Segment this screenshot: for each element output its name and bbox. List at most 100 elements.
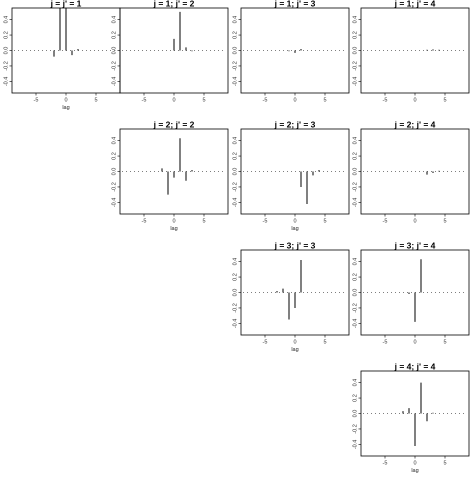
y-tick-label: -0.2 [233,303,239,312]
panel-title: j = 1; j' = 4 [394,0,436,9]
y-tick-label: 0.0 [353,289,359,297]
y-tick-label: -0.2 [4,61,10,70]
panel-p23: j = 2; j' = 3 -0.4 -0.2 0.0 0.2 0.4 -5 0 5 lag [233,120,350,232]
panel-p33: j = 3; j' = 3 -0.4 -0.2 0.0 0.2 0.4 -5 0 5 lag [233,241,350,353]
y-tick-label: -0.2 [233,61,239,70]
y-tick-label: -0.4 [112,198,118,207]
x-tick-label: 5 [323,98,326,104]
panel-p44: j = 4; j' = 4 -0.4 -0.2 0.0 0.2 0.4 -5 0 5 lag [353,362,470,474]
x-axis-label: lag [62,105,69,111]
panel-title: j = 2; j' = 4 [394,120,436,130]
x-tick-label: -5 [142,98,147,104]
panel-p13: j = 1; j' = 3 -0.4 -0.2 0.0 0.2 0.4 -5 0 5 [233,0,350,104]
panel-p11: j = j' = 1 -0.4 -0.2 0.0 0.2 0.4 -5 0 5 lag [3,0,121,111]
y-tick-label: 0.2 [112,31,118,39]
y-tick-label: -0.2 [353,424,359,433]
y-tick-label: 0.4 [353,379,359,387]
x-tick-label: -5 [263,98,268,104]
y-tick-label: 0.2 [233,273,239,281]
y-tick-label: -0.2 [233,182,239,191]
x-tick-label: -5 [263,219,268,225]
y-tick-label: 0.4 [233,137,239,145]
y-tick-label: 0.2 [233,152,239,160]
x-tick-label: 0 [293,219,296,225]
y-tick-label: 0.4 [3,16,9,24]
y-tick-label: -0.4 [353,77,359,86]
x-tick-label: 0 [413,461,416,467]
x-tick-label: -5 [383,461,388,467]
panel-p22: j = 2; j' = 2 -0.4 -0.2 0.0 0.2 0.4 -5 0 5 lag [112,120,229,232]
x-tick-label: 0 [293,98,296,104]
panel-title: j = 3; j' = 3 [274,241,316,251]
y-tick-label: 0.0 [112,47,118,55]
y-tick-label: 0.2 [353,31,359,39]
y-tick-label: -0.4 [353,198,359,207]
x-tick-label: 0 [172,219,175,225]
y-tick-label: -0.4 [353,319,359,328]
y-tick-label: -0.2 [353,303,359,312]
y-tick-label: 0.4 [353,137,359,145]
y-tick-label: 0.2 [4,31,10,39]
x-axis-label: lag [291,347,298,353]
y-tick-label: -0.4 [233,198,239,207]
y-tick-label: -0.4 [4,77,10,86]
x-tick-label: -5 [383,98,388,104]
y-tick-label: 0.0 [112,168,118,176]
y-tick-label: 0.4 [233,16,239,24]
panel-title: j = 2; j' = 2 [153,120,195,130]
y-tick-label: 0.2 [353,394,359,402]
y-tick-label: 0.4 [112,16,118,24]
panel-p12: j = 1; j' = 2 -0.4 -0.2 0.0 0.2 0.4 -5 0 5 [112,0,229,104]
x-tick-label: 5 [323,340,326,346]
y-tick-label: -0.2 [353,61,359,70]
x-tick-label: 0 [293,340,296,346]
panel-title: j = 1; j' = 3 [274,0,316,9]
y-tick-label: 0.2 [353,273,359,281]
x-tick-label: -5 [34,98,39,104]
y-tick-label: 0.0 [233,168,239,176]
y-tick-label: 0.2 [112,152,118,160]
panel-p14: j = 1; j' = 4 -0.4 -0.2 0.0 0.2 0.4 -5 0 5 [353,0,470,104]
x-tick-label: -5 [383,219,388,225]
x-tick-label: -5 [263,340,268,346]
x-tick-label: 5 [202,219,205,225]
y-tick-label: -0.2 [112,182,118,191]
x-tick-label: 0 [64,98,67,104]
panel-title: j = 3; j' = 4 [394,241,436,251]
y-tick-label: 0.0 [233,289,239,297]
x-tick-label: -5 [383,340,388,346]
y-tick-label: -0.4 [112,77,118,86]
panel-p24: j = 2; j' = 4 -0.4 -0.2 0.0 0.2 0.4 -5 0 5 [353,120,470,225]
x-axis-label: lag [170,226,177,232]
y-tick-label: 0.0 [4,47,10,55]
panel-title: j = 4; j' = 4 [394,362,436,372]
y-tick-label: 0.0 [233,47,239,55]
x-tick-label: 0 [172,98,175,104]
x-axis-label: lag [411,468,418,474]
panel-p34: j = 3; j' = 4 -0.4 -0.2 0.0 0.2 0.4 -5 0 5 [353,241,470,346]
x-tick-label: 0 [413,219,416,225]
y-tick-label: 0.0 [353,168,359,176]
y-tick-label: -0.2 [112,61,118,70]
x-tick-label: 5 [94,98,97,104]
x-tick-label: 0 [413,340,416,346]
x-tick-label: 5 [443,98,446,104]
y-tick-label: 0.4 [233,258,239,266]
y-tick-label: 0.2 [353,152,359,160]
panel-title: j = 1; j' = 2 [153,0,195,9]
y-tick-label: 0.4 [112,137,118,145]
x-tick-label: 5 [443,340,446,346]
x-tick-label: 5 [202,98,205,104]
panel-title: j = 2; j' = 3 [274,120,316,130]
x-tick-label: 5 [443,461,446,467]
panel-title: j = j' = 1 [50,0,82,9]
x-tick-label: 5 [323,219,326,225]
y-tick-label: 0.0 [353,47,359,55]
x-axis-label: lag [291,226,298,232]
y-tick-label: -0.4 [233,77,239,86]
y-tick-label: 0.4 [353,16,359,24]
y-tick-label: 0.2 [233,31,239,39]
x-tick-label: -5 [142,219,147,225]
y-tick-label: -0.4 [233,319,239,328]
y-tick-label: 0.4 [353,258,359,266]
